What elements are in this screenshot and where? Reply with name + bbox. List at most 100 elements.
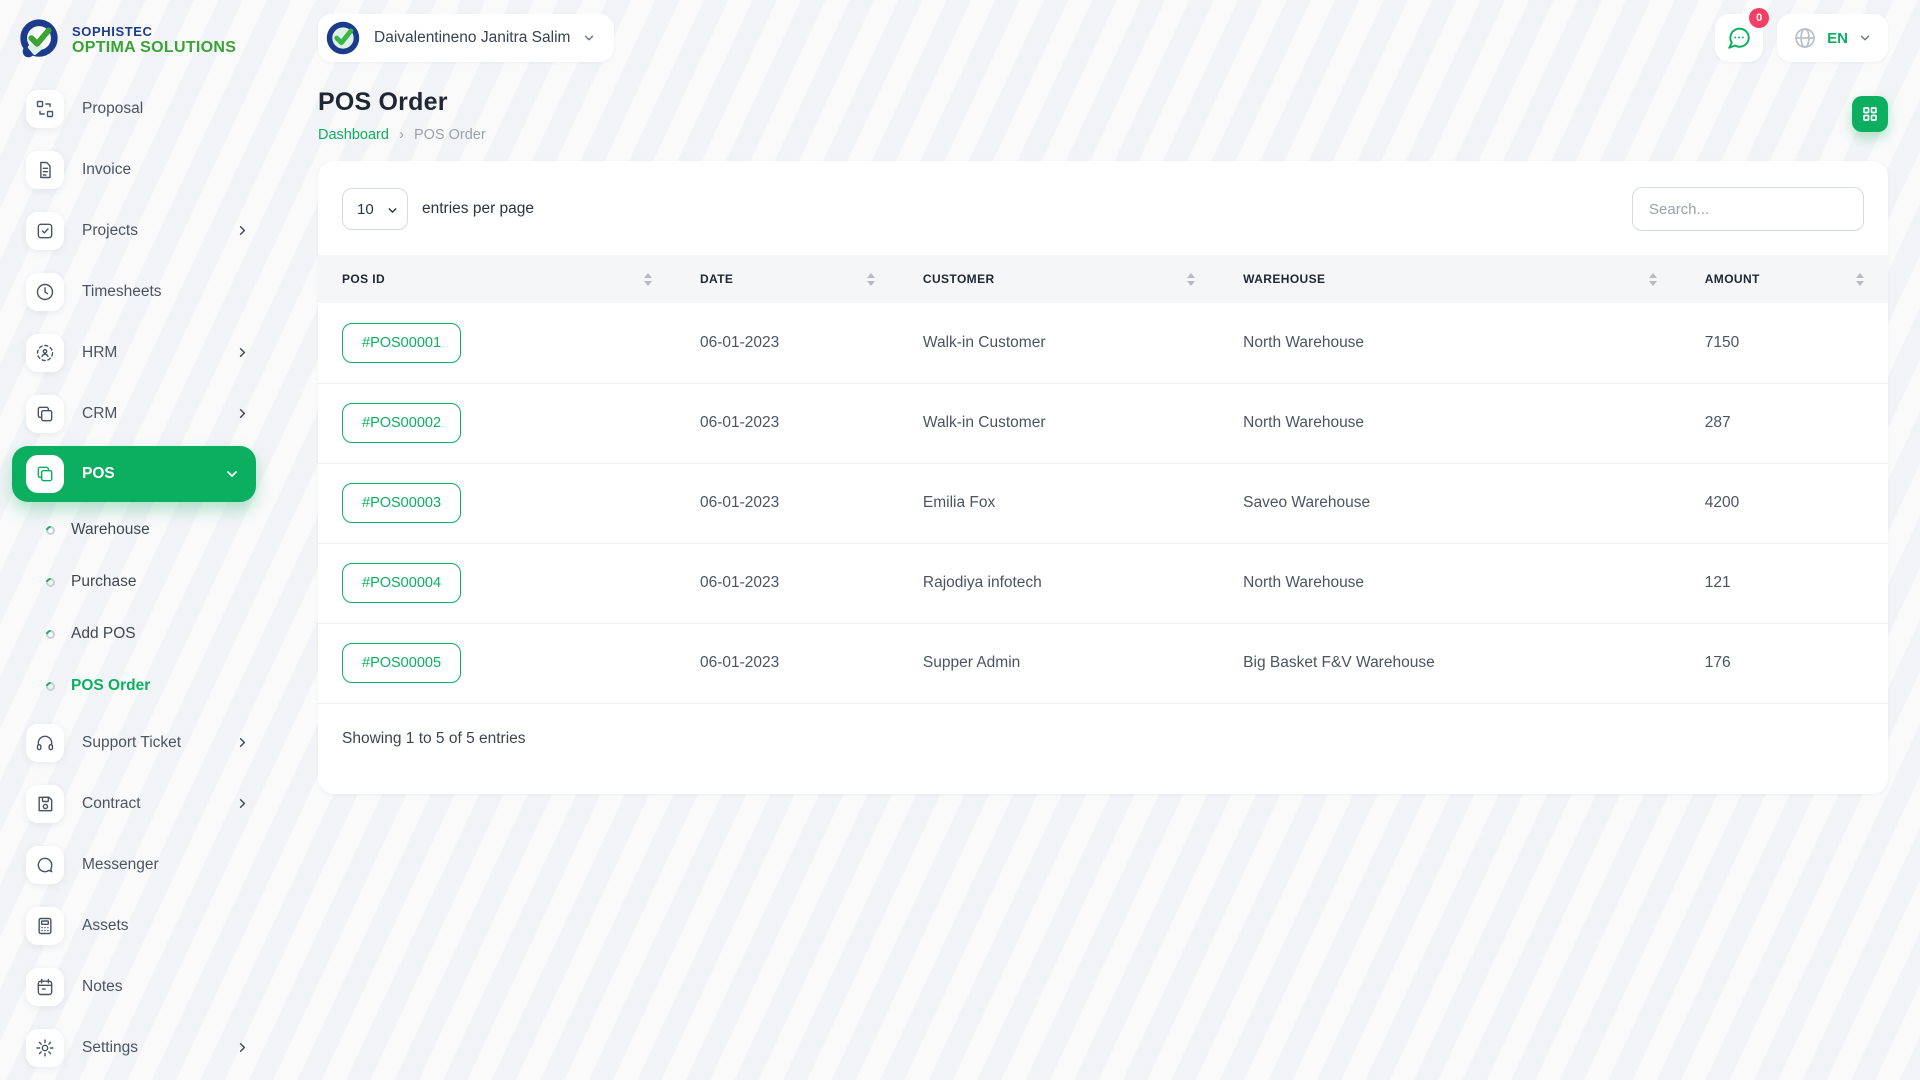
- sidebar-item-label: CRM: [82, 404, 118, 422]
- cell-date: 06-01-2023: [675, 623, 899, 704]
- sidebar-subitem-label: POS Order: [71, 677, 151, 694]
- chat-bubble-icon: [1726, 25, 1752, 51]
- projects-icon: [26, 211, 64, 250]
- sidebar-item-messenger[interactable]: Messenger: [0, 834, 268, 895]
- sort-arrows-icon: [855, 272, 875, 286]
- sidebar-subitem-label: Purchase: [71, 573, 137, 590]
- table-row: #POS00004 06-01-2023 Rajodiya infotech Nort…: [318, 543, 1888, 624]
- sidebar-subitem-label: Add POS: [71, 625, 136, 642]
- grid-view-button[interactable]: [1852, 96, 1888, 132]
- cell-amount: 4200: [1680, 463, 1888, 544]
- sidebar-subitem-purchase[interactable]: Purchase: [0, 556, 268, 608]
- chevron-down-icon: [224, 466, 240, 482]
- bullet-circle-icon: [44, 679, 57, 693]
- page-title: POS Order: [318, 88, 448, 116]
- sidebar-subitem-warehouse[interactable]: Warehouse: [0, 504, 268, 556]
- page-header: POS Order Dashboard › POS Order: [268, 76, 1920, 143]
- cell-customer: Walk-in Customer: [898, 303, 1220, 384]
- assets-icon: [26, 906, 64, 945]
- cell-date: 06-01-2023: [675, 463, 899, 544]
- pos-id-link[interactable]: #POS00004: [342, 563, 462, 603]
- search-input[interactable]: [1632, 187, 1864, 231]
- invoice-icon: [26, 150, 64, 189]
- topbar: Daivalentineno Janitra Salim 0: [268, 0, 1920, 76]
- column-header-warehouse[interactable]: WAREHOUSE: [1219, 255, 1681, 303]
- sidebar-item-label: Contract: [82, 794, 141, 812]
- cell-date: 06-01-2023: [675, 303, 899, 384]
- sidebar-item-support-ticket[interactable]: Support Ticket: [0, 712, 268, 773]
- sidebar-item-label: Timesheets: [82, 282, 162, 300]
- crm-icon: [26, 394, 64, 433]
- breadcrumb: Dashboard › POS Order: [318, 126, 1852, 143]
- sidebar-item-notes[interactable]: Notes: [0, 956, 268, 1017]
- sidebar-subitem-add-pos[interactable]: Add POS: [0, 608, 268, 660]
- cell-warehouse: Saveo Warehouse: [1219, 463, 1681, 544]
- bullet-circle-icon: [44, 627, 57, 641]
- table-row: #POS00002 06-01-2023 Walk-in Customer North…: [318, 383, 1888, 464]
- notes-icon: [26, 967, 64, 1006]
- sidebar-item-label: Invoice: [82, 160, 132, 178]
- pos-id-link[interactable]: #POS00002: [342, 403, 462, 443]
- pos-icon: [26, 455, 64, 493]
- sidebar-item-timesheets[interactable]: Timesheets: [0, 261, 268, 322]
- messages-button[interactable]: 0: [1715, 8, 1770, 62]
- sidebar-item-label: Assets: [82, 916, 129, 934]
- table-showing-status: Showing 1 to 5 of 5 entries: [342, 729, 526, 747]
- sidebar-item-label: Projects: [82, 221, 138, 239]
- sort-arrows-icon: [1637, 272, 1657, 286]
- pos-id-link[interactable]: #POS00001: [342, 322, 462, 363]
- cell-date: 06-01-2023: [675, 383, 899, 464]
- sidebar-item-label: Messenger: [82, 855, 159, 873]
- sidebar-item-projects[interactable]: Projects: [0, 200, 268, 261]
- sidebar-item-invoice[interactable]: Invoice: [0, 139, 268, 200]
- table-header-row: POS ID DATE CUSTOMER WAREHOUSE AMOUNT: [318, 255, 1888, 303]
- sidebar-item-settings[interactable]: Settings: [0, 1017, 268, 1078]
- sidebar-item-pos[interactable]: POS: [12, 446, 256, 502]
- sidebar-item-hrm[interactable]: HRM: [0, 322, 268, 383]
- sidebar-item-contract[interactable]: Contract: [0, 773, 268, 834]
- sidebar-subitem-pos-order[interactable]: POS Order: [0, 660, 268, 712]
- contract-icon: [26, 784, 64, 823]
- globe-icon: [1793, 26, 1817, 50]
- column-header-customer[interactable]: CUSTOMER: [898, 255, 1220, 303]
- sidebar-item-assets[interactable]: Assets: [0, 895, 268, 956]
- pos-id-link[interactable]: #POS00005: [342, 643, 462, 683]
- sidebar: SOPHISTEC OPTIMA SOLUTIONS Proposal Invoi…: [0, 0, 268, 1080]
- pos-id-link[interactable]: #POS00003: [342, 483, 462, 523]
- grid-icon: [1861, 105, 1879, 123]
- user-menu-button[interactable]: Daivalentineno Janitra Salim: [318, 14, 615, 62]
- bullet-circle-icon: [44, 575, 57, 589]
- user-name: Daivalentineno Janitra Salim: [374, 29, 571, 46]
- column-header-date[interactable]: DATE: [675, 255, 899, 303]
- cell-amount: 176: [1680, 623, 1888, 704]
- sort-arrows-icon: [632, 272, 652, 286]
- pos-order-table: POS ID DATE CUSTOMER WAREHOUSE AMOUNT #POS00…: [318, 255, 1888, 704]
- sort-arrows-icon: [1175, 272, 1196, 286]
- cell-amount: 287: [1680, 383, 1888, 464]
- breadcrumb-dashboard-link[interactable]: Dashboard: [318, 126, 389, 143]
- chevron-right-icon: [235, 345, 250, 360]
- brand-logo-icon: [20, 19, 58, 58]
- cell-warehouse: North Warehouse: [1219, 543, 1681, 624]
- entries-per-page-select[interactable]: 10: [342, 188, 408, 230]
- table-controls: 10 entries per page: [318, 161, 1888, 255]
- language-code: EN: [1827, 29, 1848, 47]
- cell-date: 06-01-2023: [675, 543, 899, 624]
- column-header-amount[interactable]: AMOUNT: [1680, 255, 1888, 303]
- sidebar-item-proposal[interactable]: Proposal: [0, 78, 268, 139]
- support-ticket-icon: [26, 723, 64, 762]
- cell-warehouse: North Warehouse: [1219, 303, 1681, 384]
- proposal-icon: [26, 89, 64, 128]
- sidebar-item-crm[interactable]: CRM: [0, 383, 268, 444]
- cell-customer: Rajodiya infotech: [898, 543, 1220, 624]
- cell-warehouse: Big Basket F&V Warehouse: [1219, 623, 1681, 704]
- chevron-right-icon: [235, 1040, 250, 1055]
- chevron-down-icon: [582, 31, 596, 45]
- sidebar-item-label: Proposal: [82, 99, 144, 117]
- brand-logo[interactable]: SOPHISTEC OPTIMA SOLUTIONS: [0, 14, 268, 66]
- messenger-icon: [26, 845, 64, 884]
- column-header-pos-id[interactable]: POS ID: [318, 255, 676, 303]
- sidebar-item-label: POS: [82, 465, 115, 482]
- chevron-right-icon: [235, 223, 250, 238]
- language-selector[interactable]: EN: [1777, 14, 1888, 62]
